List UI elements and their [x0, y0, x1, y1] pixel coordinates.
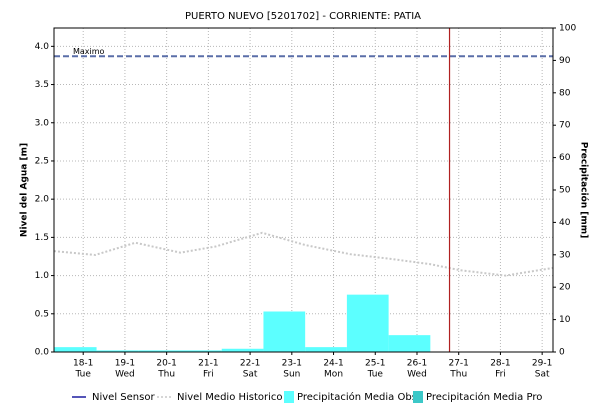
max-label: Maximo — [73, 47, 105, 56]
bar — [305, 347, 347, 352]
x-tick-day: Fri — [203, 370, 214, 380]
plot-frame — [53, 27, 554, 353]
y2-tick-label: 40 — [559, 218, 571, 228]
legend-swatch — [413, 391, 423, 403]
bar — [263, 311, 306, 352]
y2-tick-label: 80 — [559, 88, 571, 98]
x-tick-day: Tue — [75, 370, 92, 380]
x-tick-label: 24-1 — [323, 359, 343, 369]
y-tick-label: 1.5 — [35, 233, 49, 243]
x-tick-day: Tue — [367, 370, 384, 380]
x-tick-label: 21-1 — [198, 359, 218, 369]
y2-tick-label: 0 — [559, 348, 565, 358]
x-tick-label: 27-1 — [448, 359, 468, 369]
y2-tick-label: 20 — [559, 283, 571, 293]
legend-label: Nivel Medio Historico — [177, 392, 283, 403]
y2-axis-title: Precipitación [mm] — [579, 142, 590, 239]
legend-label: Precipitación Media Pro — [426, 391, 542, 403]
bar — [96, 350, 139, 352]
y2-tick-label: 70 — [559, 121, 571, 131]
bar — [388, 335, 431, 352]
y-tick-label: 4.0 — [35, 42, 50, 52]
y-tick-label: 3.0 — [35, 118, 50, 128]
y2-tick-label: 100 — [559, 24, 576, 34]
y-tick-label: 3.5 — [35, 80, 49, 90]
x-tick-label: 25-1 — [365, 359, 385, 369]
x-tick-day: Wed — [115, 370, 135, 380]
x-tick-day: Thu — [157, 370, 175, 380]
y2-tick-label: 60 — [559, 153, 571, 163]
legend-label: Nivel Sensor — [92, 392, 155, 403]
x-tick-day: Mon — [324, 370, 343, 380]
x-tick-day: Fri — [495, 370, 506, 380]
bar — [221, 348, 264, 352]
x-tick-day: Thu — [449, 370, 467, 380]
x-tick-label: 26-1 — [407, 359, 427, 369]
y-tick-label: 0.5 — [35, 309, 49, 319]
x-tick-label: 18-1 — [73, 359, 93, 369]
legend-label: Precipitación Media Obs — [297, 391, 417, 403]
y2-tick-label: 90 — [559, 56, 571, 66]
legend-swatch — [284, 391, 294, 403]
y2-tick-label: 10 — [559, 315, 571, 325]
y-tick-label: 0.0 — [35, 348, 50, 358]
y-axis-title: Nivel del Agua [m] — [20, 143, 30, 237]
x-tick-day: Sat — [243, 370, 258, 380]
x-tick-label: 29-1 — [532, 359, 552, 369]
x-tick-day: Sun — [283, 370, 300, 380]
x-tick-label: 28-1 — [490, 359, 510, 369]
x-tick-label: 20-1 — [156, 359, 176, 369]
bar — [180, 350, 222, 352]
y-tick-label: 2.0 — [35, 195, 50, 205]
x-tick-label: 22-1 — [240, 359, 260, 369]
y2-tick-label: 50 — [559, 186, 571, 196]
bar — [346, 294, 389, 352]
x-tick-day: Sat — [535, 370, 550, 380]
x-tick-label: 19-1 — [115, 359, 135, 369]
y-tick-label: 1.0 — [35, 271, 50, 281]
bar — [138, 350, 181, 352]
y-tick-label: 2.5 — [35, 156, 49, 166]
x-tick-label: 23-1 — [282, 359, 302, 369]
bar — [54, 347, 97, 352]
y2-tick-label: 30 — [559, 250, 571, 260]
chart-title: PUERTO NUEVO [5201702] - CORRIENTE: PATI… — [185, 11, 421, 22]
x-tick-day: Wed — [407, 370, 427, 380]
